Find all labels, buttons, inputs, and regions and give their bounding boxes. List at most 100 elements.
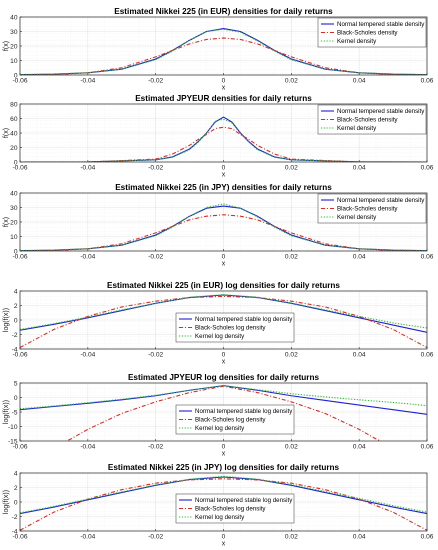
y-axis-label: log(f(x)) [3,308,10,332]
y-tick-label: -2 [12,514,18,521]
x-tick-label: -0.06 [12,444,27,451]
y-tick-label: 0 [14,317,18,324]
panel-4: -0.06 -0.04 -0.02 0 0.02 0.04 0.06 -4 -2 0 2 4 Estim… [3,281,434,366]
series-line-kernel [20,475,427,514]
chart-title: Estimated Nikkei 225 (in JPY) densities … [115,183,332,192]
legend-box [317,17,427,48]
x-tick-label: -0.02 [148,254,163,261]
y-axis-label: log(f(x)) [3,400,10,424]
legend-label: Black-Scholes log density [195,417,266,424]
legend-label: Black-Scholes log density [195,506,266,513]
x-tick-label: 0.06 [421,444,434,451]
legend-label: Black-Scholes density [337,206,398,213]
axes-frame [19,382,428,442]
y-tick-label: 0 [14,248,18,255]
y-tick-label: 2 [14,303,18,310]
y-tick-label: 40 [10,14,18,21]
x-tick-label: 0.04 [353,78,366,85]
series-line-bs [65,385,382,441]
y-axis-label: f(x) [3,128,10,138]
y-tick-label: 20 [10,219,18,226]
y-tick-label: 80 [10,101,18,108]
x-tick-label: 0 [222,352,226,359]
panel-3: -0.06 -0.04 -0.02 0 0.02 0.04 0.06 0 10 20 30 40 Est… [3,183,434,268]
series-line-bs [20,37,427,75]
legend-label: Normal tempered stable log density [195,316,293,323]
legend-label: Normal tempered stable log density [195,497,293,504]
axes-frame [19,472,428,532]
panel-1: -0.06 -0.04 -0.02 0 0.02 0.04 0.06 0 10 20 30 40 Est… [3,7,434,92]
legend-label: Normal tempered stable log density [195,408,293,415]
legend-label: Normal tempered stable density [337,108,425,115]
y-tick-label: 5 [14,380,18,387]
legend: Normal tempered stable log density Black-… [175,312,295,343]
y-tick-label: 40 [10,130,18,137]
x-tick-label: 0.04 [353,534,366,541]
x-tick-label: 0.06 [421,165,434,172]
y-axis-label: log(f(x)) [3,490,10,514]
x-tick-label: -0.04 [80,352,95,359]
x-tick-label: 0.04 [353,165,366,172]
y-tick-label: 20 [10,43,18,50]
x-tick-label: 0 [222,254,226,261]
x-tick-label: 0 [222,165,226,172]
legend-label: Black-Scholes density [337,30,398,37]
x-tick-label: -0.04 [80,444,95,451]
legend-label: Kernel density [337,125,377,132]
chart-title: Estimated Nikkei 225 (in EUR) log densit… [107,281,340,290]
x-tick-label: -0.02 [148,534,163,541]
y-tick-label: -15 [8,438,18,445]
series-line-bs [20,214,427,251]
legend: Normal tempered stable density Black-Scho… [317,17,427,48]
legend: Normal tempered stable log density Black-… [175,493,295,524]
x-tick-label: 0.04 [353,352,366,359]
chart-title: Estimated JPYEUR densities for daily ret… [135,94,312,103]
x-axis-label: x [222,359,226,366]
legend-box [175,404,295,435]
legend-box [317,193,427,224]
y-axis-label: f(x) [3,41,10,51]
legend: Normal tempered stable log density Black-… [175,404,295,435]
x-tick-label: 0 [222,444,226,451]
legend-box [317,104,427,135]
y-tick-label: -10 [8,424,18,431]
y-tick-label: 2 [14,485,18,492]
y-tick-label: 10 [10,234,18,241]
x-tick-label: -0.06 [12,352,27,359]
x-tick-label: 0.06 [421,78,434,85]
legend: Normal tempered stable density Black-Scho… [317,193,427,224]
y-tick-label: 60 [10,116,18,123]
x-axis-label: x [222,451,226,458]
y-tick-label: 0 [14,72,18,79]
x-tick-label: 0.04 [353,254,366,261]
series-line-kernel [20,118,427,162]
x-tick-label: 0.02 [285,352,298,359]
x-tick-label: -0.02 [148,444,163,451]
x-tick-label: 0.06 [421,534,434,541]
panel-2: -0.06 -0.04 -0.02 0 0.02 0.04 0.06 0 20 40 60 80 Est… [3,94,434,179]
x-tick-label: 0.02 [285,165,298,172]
x-axis-label: x [222,172,226,179]
x-tick-label: -0.02 [148,78,163,85]
chart-title: Estimated Nikkei 225 (in JPY) log densit… [108,463,340,472]
series-line-bs [20,478,427,531]
x-tick-label: -0.06 [12,165,27,172]
y-tick-label: 30 [10,205,18,212]
y-tick-label: 0 [14,395,18,402]
legend-label: Normal tempered stable density [337,21,425,28]
series-line-kernel [20,28,427,75]
x-tick-label: -0.02 [148,165,163,172]
panel-6: -0.06 -0.04 -0.02 0 0.02 0.04 0.06 -4 -2 0 2 4 Estim… [3,463,434,548]
y-tick-label: -4 [12,346,18,353]
x-tick-label: -0.06 [12,78,27,85]
y-axis-label: f(x) [3,217,10,227]
legend-label: Normal tempered stable density [337,197,425,204]
y-tick-label: 30 [10,29,18,36]
legend-label: Kernel log density [195,333,245,340]
legend-label: Kernel density [337,38,377,45]
y-tick-label: 4 [14,288,18,295]
axes-frame [19,290,428,350]
y-tick-label: 10 [10,58,18,65]
y-tick-label: -4 [12,528,18,535]
x-tick-label: 0.06 [421,254,434,261]
